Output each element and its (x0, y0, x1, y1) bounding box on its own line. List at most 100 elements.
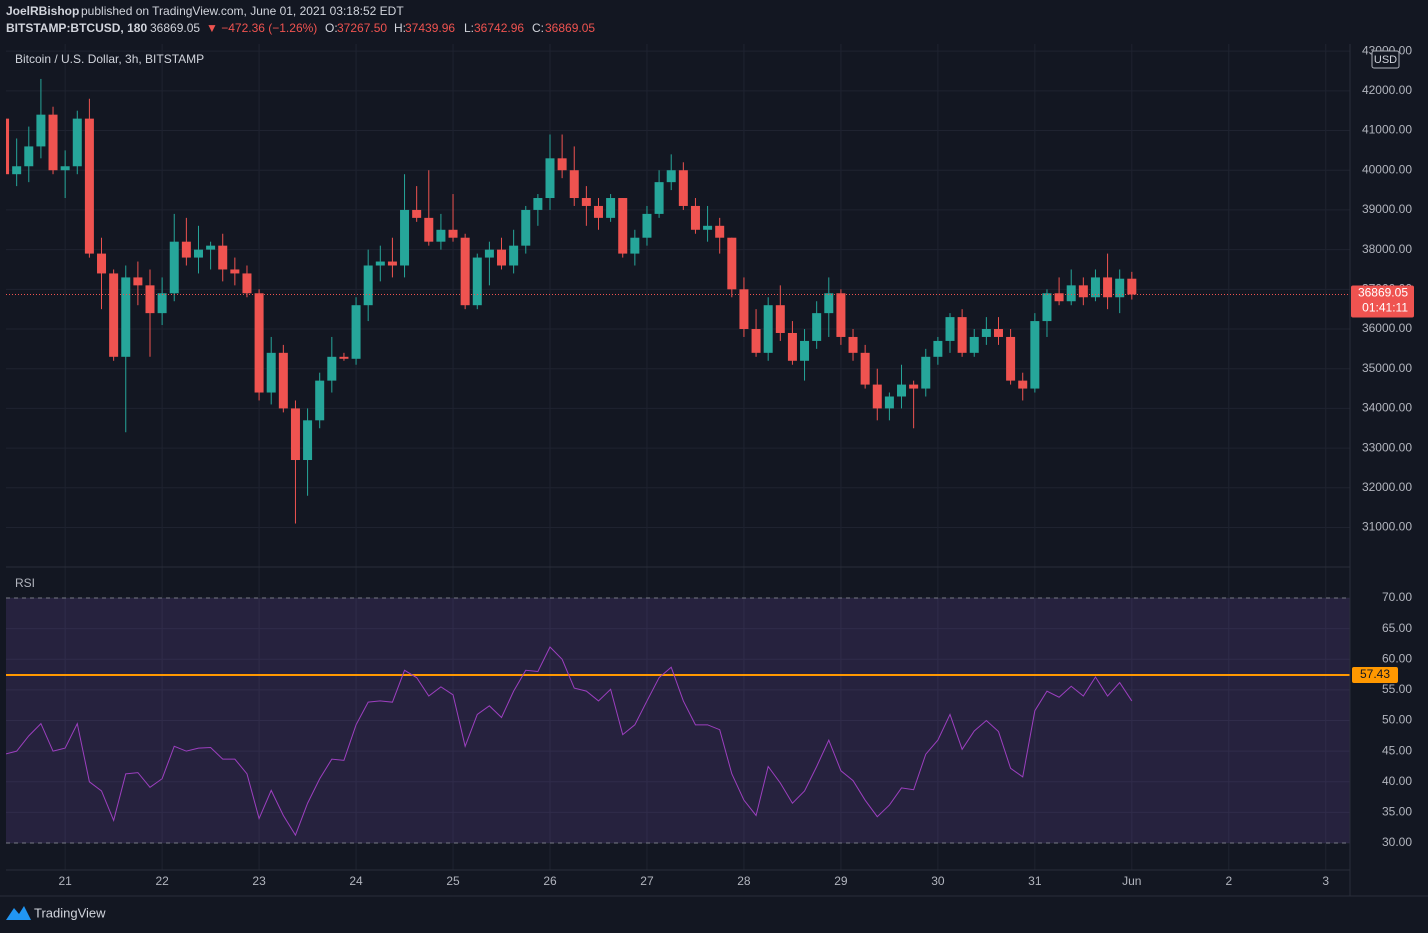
candle-body (448, 229, 458, 238)
candle-body (666, 170, 676, 183)
candle-body (84, 118, 94, 254)
candle-body (218, 245, 228, 270)
candle-body (133, 277, 143, 286)
candle-body (339, 356, 349, 359)
candle-body (824, 293, 834, 314)
candle-body (897, 384, 907, 397)
y-tick-label: 65.00 (1382, 621, 1412, 635)
y-tick-label: 41000.00 (1362, 123, 1412, 137)
candle-body (1066, 285, 1076, 302)
x-tick-label: 29 (834, 874, 848, 888)
candle-body (327, 356, 337, 381)
y-tick-label: 30.00 (1382, 835, 1412, 849)
candle-body (121, 277, 131, 357)
y-tick-label: 70.00 (1382, 590, 1412, 604)
candle-body (1018, 380, 1028, 389)
candle-body (812, 313, 822, 341)
y-tick-label: 33000.00 (1362, 440, 1412, 454)
candle-body (412, 209, 422, 218)
candle-body (593, 205, 603, 218)
rsi-line (6, 646, 1133, 837)
candle-body (230, 269, 240, 274)
candle-body (569, 170, 579, 199)
candle-body (981, 329, 991, 337)
candle-body (436, 229, 446, 242)
candle-body (606, 198, 616, 218)
candle-body (521, 209, 531, 246)
candle-body (654, 182, 664, 214)
candle-body (703, 225, 713, 230)
symbol: BITSTAMP:BTCUSD, 180 (6, 21, 147, 35)
x-tick-label: 27 (640, 874, 654, 888)
price-plot (6, 78, 1350, 524)
candle-body (497, 249, 507, 266)
candle-body (145, 285, 155, 314)
candle-body (351, 305, 361, 359)
candle-body (242, 273, 252, 294)
x-tick-label: 23 (252, 874, 266, 888)
x-tick-label: 31 (1028, 874, 1042, 888)
candle-body (1115, 278, 1125, 298)
candle-body (303, 420, 313, 461)
chart-title: Bitcoin / U.S. Dollar, 3h, BITSTAMP (15, 52, 204, 66)
y-tick-label: 36000.00 (1362, 321, 1412, 335)
candle-body (12, 166, 22, 175)
labels: 31000.00 32000.00 33000.00 34000.00 35000.00… (58, 43, 1414, 888)
candle-body (836, 293, 846, 337)
candle-body (775, 305, 785, 333)
candle-body (909, 384, 919, 389)
candle-body (193, 249, 203, 258)
x-tick-label: 28 (737, 874, 751, 888)
candle-body (266, 352, 276, 393)
candle-body (884, 396, 894, 409)
candle-body (254, 293, 264, 393)
candle-body (97, 253, 107, 274)
candle-body (969, 336, 979, 353)
candle-body (739, 289, 749, 330)
ohlc-value: 37439.96 (405, 21, 455, 35)
candle-body (642, 213, 652, 238)
candle-body (1090, 277, 1100, 298)
candle-body (678, 170, 688, 206)
candle-body (460, 237, 470, 306)
y-tick-label: 42000.00 (1362, 83, 1412, 97)
candle-body (1078, 285, 1088, 298)
candle-body (860, 352, 870, 385)
author: JoelRBishop (6, 4, 79, 18)
ohlc-value: 36742.96 (474, 21, 524, 35)
currency: USD (1374, 54, 1397, 66)
candle-body (557, 158, 567, 171)
x-tick-label: 26 (543, 874, 557, 888)
candle-body (109, 273, 119, 357)
candle-body (945, 317, 955, 341)
candle-body (1030, 321, 1040, 389)
hline-label: 57.43 (1360, 667, 1390, 681)
ohlc-label: C: (532, 21, 544, 35)
y-tick-label: 50.00 (1382, 713, 1412, 727)
candle-body (387, 261, 397, 266)
ohlc-label: H: (394, 21, 406, 35)
ohlc-value: 37267.50 (337, 21, 387, 35)
candle-body (618, 198, 628, 254)
y-tick-label: 39000.00 (1362, 202, 1412, 216)
y-tick-label: 35.00 (1382, 805, 1412, 819)
candle-body (921, 356, 931, 389)
y-tick-label: 55.00 (1382, 682, 1412, 696)
candle-body (278, 352, 288, 409)
candle-body (400, 209, 410, 266)
candle-body (848, 336, 858, 353)
brand: TradingView (34, 905, 106, 920)
candle-body (484, 249, 494, 258)
y-tick-label: 60.00 (1382, 651, 1412, 665)
candle-body (1054, 293, 1064, 302)
x-tick-label: 2 (1225, 874, 1232, 888)
x-tick-label: 3 (1322, 874, 1329, 888)
candle-body (472, 257, 482, 306)
candle-body (48, 114, 58, 171)
y-tick-label: 34000.00 (1362, 401, 1412, 415)
candle-body (993, 329, 1003, 337)
last-price-label: 36869.05 (1358, 286, 1408, 300)
candle-body (727, 237, 737, 290)
rsi-band (6, 598, 1350, 844)
